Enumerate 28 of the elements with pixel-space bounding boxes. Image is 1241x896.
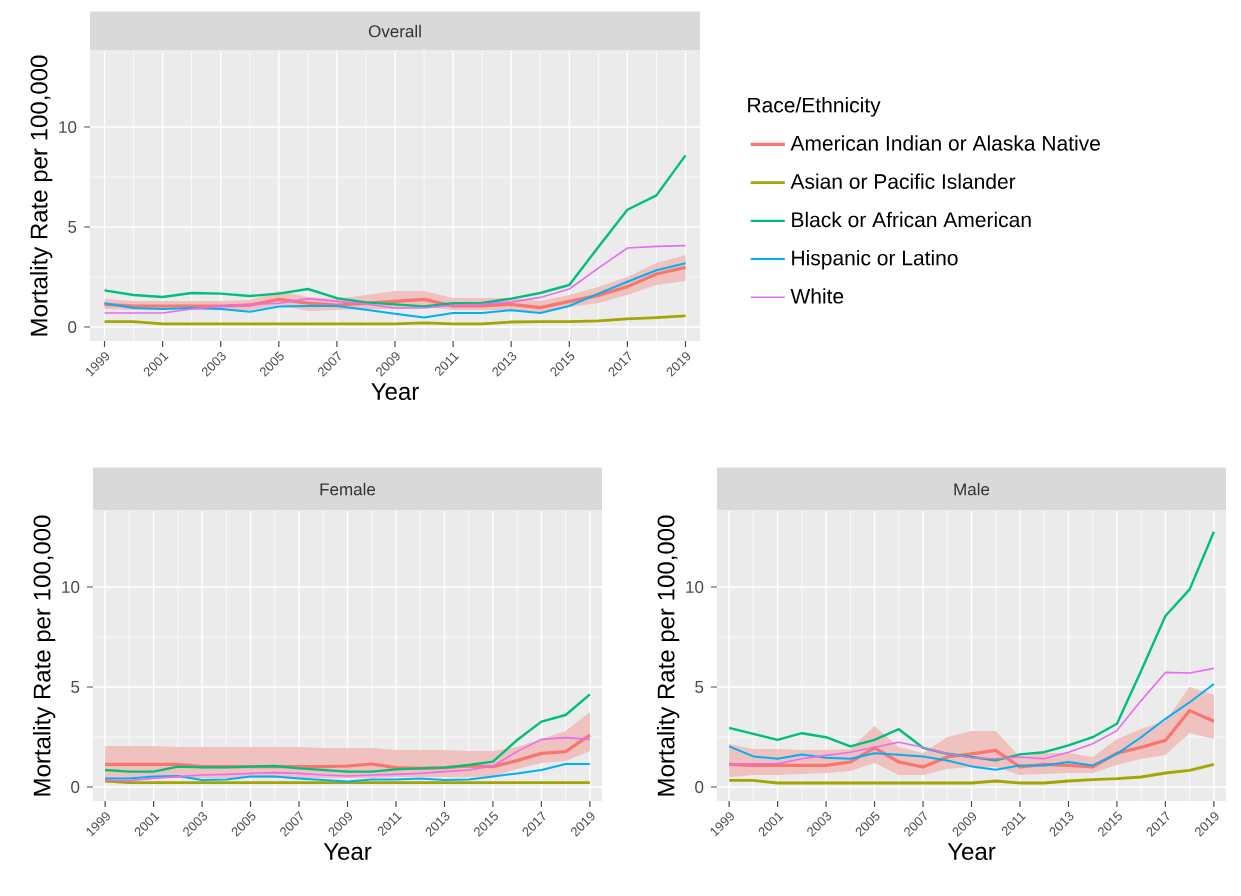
y-tick-label: 0 [71, 781, 80, 794]
y-axis-title: Mortality Rate per 100,000 [656, 515, 680, 796]
chart-title: Male [954, 482, 990, 496]
y-axis-title: Mortality Rate per 100,000 [32, 515, 56, 796]
line-series [103, 154, 687, 308]
y-tick-label: 5 [68, 221, 77, 233]
y-tick-label: 10 [59, 120, 77, 134]
x-axis-title: Year [371, 383, 419, 400]
chart-title: Female [320, 482, 376, 496]
legend-label: Hispanic or Latino [792, 249, 958, 270]
y-tick-label: 10 [686, 581, 704, 594]
y-tick-label: 0 [68, 320, 77, 334]
line-series [727, 530, 1216, 762]
legend-title: Race/Ethnicity [748, 97, 881, 117]
x-axis-title: Year [947, 843, 996, 860]
y-axis-title: Mortality Rate per 100,000 [29, 55, 53, 336]
y-tick-label: 5 [71, 681, 80, 693]
legend-label: Asian or Pacific Islander [790, 173, 1016, 189]
legend-label: Black or African American [792, 211, 1031, 228]
line-series [103, 262, 687, 319]
x-axis-title: Year [323, 843, 372, 860]
y-tick-label: 10 [62, 581, 80, 594]
line-series [104, 736, 591, 782]
chart-title: Overall [368, 24, 421, 38]
legend-label: White [790, 288, 844, 304]
y-tick-label: 0 [695, 781, 704, 794]
y-tick-label: 5 [695, 681, 704, 693]
legend-label: American Indian or Alaska Native [790, 135, 1100, 151]
